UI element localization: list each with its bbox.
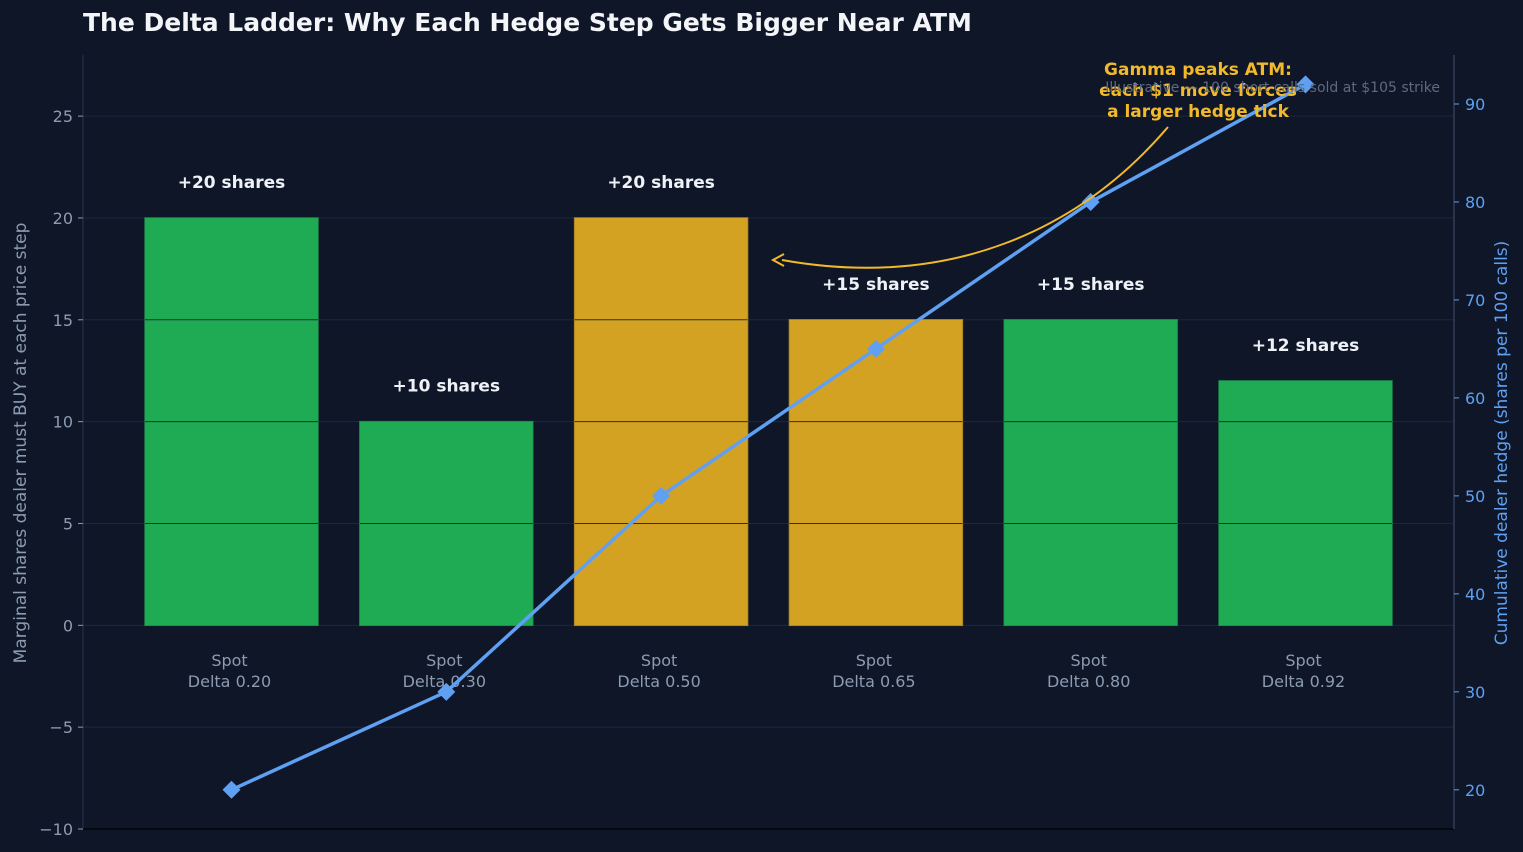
y-tick-label: 20	[53, 209, 73, 228]
category-label: Spot	[856, 651, 892, 670]
bar-value-label: +20 shares	[607, 173, 715, 193]
bar	[1003, 319, 1178, 627]
line-point	[1081, 192, 1100, 211]
right-axis-ticks: 20 30 40 50 60 70 80 90	[1454, 95, 1485, 800]
bar-value-label: +12 shares	[1252, 336, 1360, 356]
category-label: Spot	[1285, 651, 1321, 670]
annotation-text: a larger hedge tick	[1107, 102, 1290, 122]
category-label: Delta 0.92	[1262, 672, 1345, 691]
axes	[82, 55, 1455, 830]
annotation-arrow	[781, 126, 1169, 269]
bar-value-label: +10 shares	[393, 377, 501, 397]
line-point	[652, 486, 671, 505]
chart-subtitle: Illustrative — 100 short calls sold at $…	[1105, 80, 1440, 96]
y2-tick-label: 60	[1465, 389, 1485, 408]
y-tick-label: 15	[53, 311, 73, 330]
category-label: Spot	[641, 651, 677, 670]
category-label: Spot	[426, 651, 462, 670]
category-label: Delta 0.80	[1047, 672, 1130, 691]
bar-gridlines	[145, 319, 1392, 524]
y-tick-label: 10	[53, 413, 73, 432]
annotation-arrowhead	[770, 253, 785, 267]
y2-tick-label: 40	[1465, 585, 1485, 604]
y2-axis-label: Cumulative dealer hedge (shares per 100 …	[1492, 241, 1512, 646]
annotation-text: Gamma peaks ATM:	[1104, 60, 1292, 80]
category-label: Delta 0.20	[188, 672, 271, 691]
y-tick-label: −10	[39, 820, 73, 839]
line-point	[222, 780, 241, 799]
bar-value-label: +20 shares	[178, 173, 286, 193]
bar	[788, 319, 964, 627]
y2-tick-label: 70	[1465, 291, 1485, 310]
category-label: Delta 0.65	[832, 672, 915, 691]
y2-tick-label: 50	[1465, 487, 1485, 506]
cumulative-line	[230, 82, 1307, 792]
bar	[1218, 380, 1393, 627]
category-label: Spot	[1071, 651, 1107, 670]
y2-tick-label: 80	[1465, 193, 1485, 212]
line-point	[437, 682, 456, 701]
y2-tick-label: 30	[1465, 683, 1485, 702]
bar-value-labels: +20 shares +10 shares +20 shares +15 shares…	[178, 173, 1360, 397]
y-axis-label: Marginal shares dealer must BUY at each …	[11, 223, 31, 664]
y-tick-label: 5	[63, 514, 73, 533]
category-label: Spot	[211, 651, 247, 670]
category-label: Delta 0.50	[617, 672, 700, 691]
cumulative-hedge-line	[222, 75, 1315, 799]
bar-value-label: +15 shares	[1037, 275, 1145, 295]
y-tick-label: 25	[53, 107, 73, 126]
y-tick-label: −5	[49, 718, 73, 737]
left-axis-ticks: −10 −5 0 5 10 15 20 25	[39, 107, 83, 839]
line-point	[1296, 75, 1315, 94]
y2-tick-label: 90	[1465, 95, 1485, 114]
annotation-text: each $1 move forces	[1099, 81, 1297, 101]
line-point	[866, 339, 885, 358]
bar-value-label: +15 shares	[822, 275, 930, 295]
y2-tick-label: 20	[1465, 781, 1485, 800]
chart-title: The Delta Ladder: Why Each Hedge Step Ge…	[83, 8, 972, 37]
y-tick-label: 0	[63, 616, 73, 635]
